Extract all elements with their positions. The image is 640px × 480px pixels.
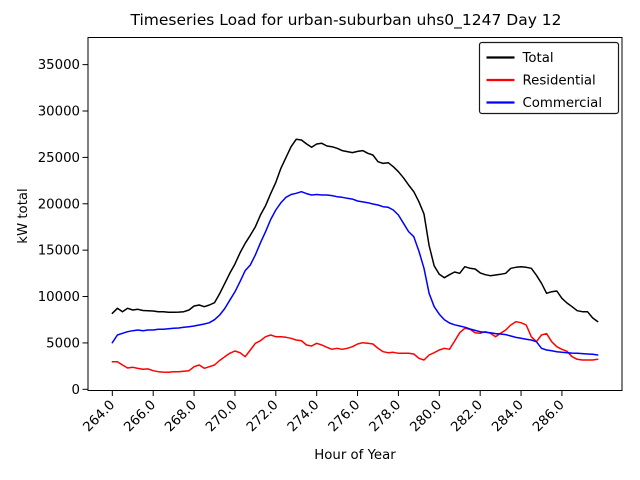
x-tick-label: 280.0 bbox=[408, 398, 446, 436]
y-tick-label: 30000 bbox=[38, 105, 80, 120]
legend-label-total: Total bbox=[522, 51, 554, 66]
x-tick-label: 270.0 bbox=[203, 398, 241, 436]
x-axis: 264.0 266.0 268.0 270.0 272.0 274.0 276.0 278.0… bbox=[81, 390, 568, 436]
y-tick-label: 5000 bbox=[46, 336, 80, 351]
x-tick-label: 272.0 bbox=[244, 398, 282, 436]
x-tick-label: 282.0 bbox=[448, 398, 486, 436]
legend-label-commercial: Commercial bbox=[523, 96, 603, 111]
y-tick-label: 0 bbox=[72, 383, 80, 398]
y-tick-label: 20000 bbox=[38, 197, 80, 212]
x-tick-label: 286.0 bbox=[530, 398, 568, 436]
series-line-residential bbox=[111, 320, 599, 374]
x-tick-label: 264.0 bbox=[81, 398, 119, 436]
y-tick-label: 35000 bbox=[38, 58, 80, 73]
x-tick-label: 266.0 bbox=[121, 398, 159, 436]
y-tick-label: 15000 bbox=[38, 244, 80, 259]
axes-frame bbox=[87, 37, 623, 391]
legend-label-residential: Residential bbox=[523, 74, 596, 89]
x-tick-label: 274.0 bbox=[285, 398, 323, 436]
legend: Total Residential Commercial bbox=[478, 41, 620, 115]
y-axis-label: kW total bbox=[16, 188, 31, 243]
y-axis: 0 5000 10000 15000 20000 25000 30000 35000 bbox=[38, 58, 88, 398]
chart-title: Timeseries Load for urban-suburban uhs0_… bbox=[129, 11, 561, 30]
x-axis-label: Hour of Year bbox=[314, 448, 396, 463]
x-tick-label: 284.0 bbox=[489, 398, 527, 436]
x-tick-label: 278.0 bbox=[367, 398, 405, 436]
series-line-total bbox=[111, 138, 599, 323]
y-tick-label: 10000 bbox=[38, 290, 80, 305]
y-tick-label: 25000 bbox=[38, 151, 80, 166]
series-lines bbox=[111, 138, 599, 374]
series-line-commercial bbox=[111, 190, 599, 356]
legend-box bbox=[478, 41, 620, 115]
x-tick-label: 276.0 bbox=[326, 398, 364, 436]
x-tick-label: 268.0 bbox=[162, 398, 200, 436]
